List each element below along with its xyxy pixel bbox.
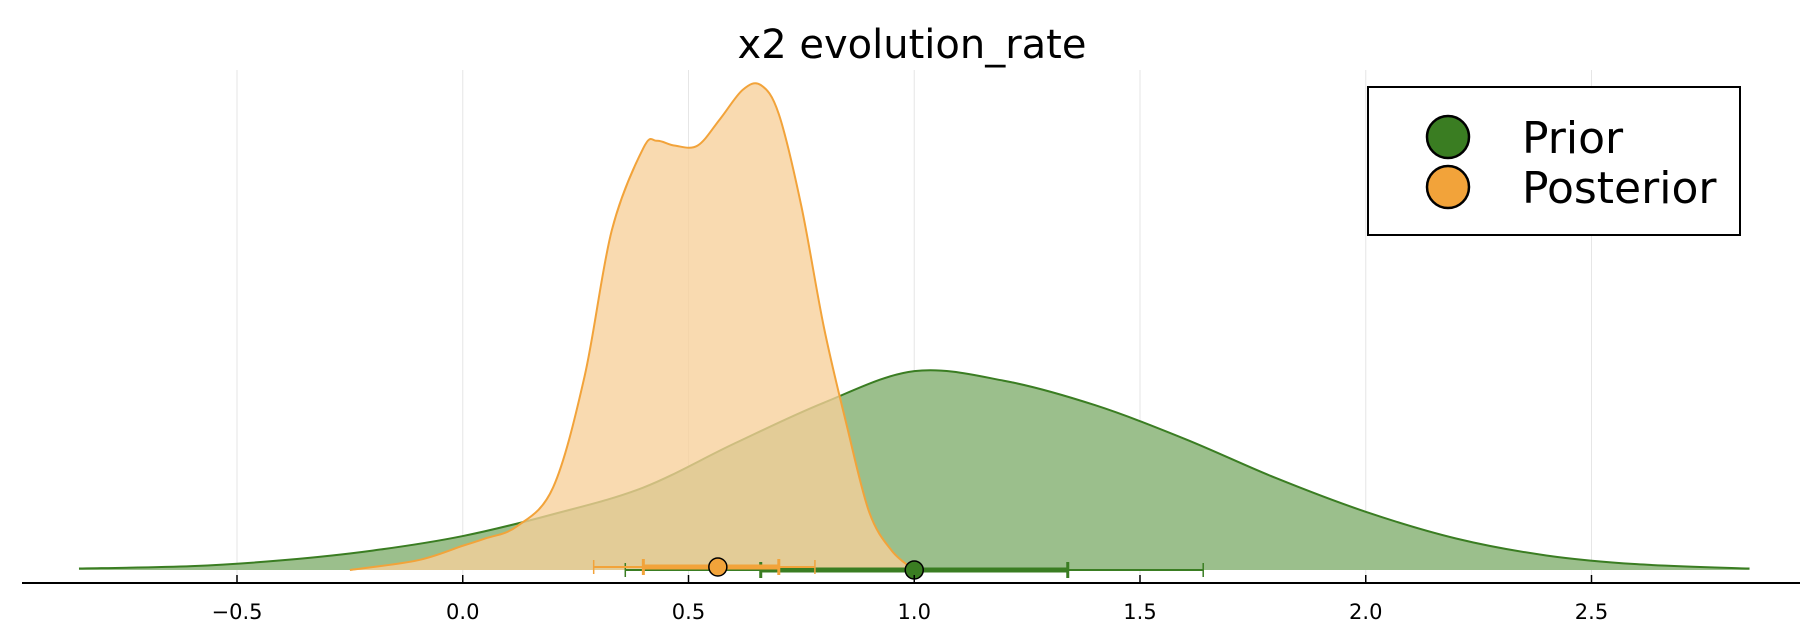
- legend-box: [1367, 86, 1741, 236]
- prior-density-line: [78, 369, 1750, 570]
- x-tick-label-2: 0.5: [672, 600, 705, 624]
- posterior-density-area: [349, 83, 915, 570]
- legend: Prior Posterior: [1367, 86, 1741, 236]
- x-tick-label-1: 0.0: [446, 600, 479, 624]
- x-axis-ticks: −0.5 0.0 0.5 1.0 1.5 2.0 2.5: [212, 575, 1608, 624]
- legend-label-prior: Prior: [1522, 113, 1624, 164]
- x-tick-label-5: 2.0: [1349, 600, 1382, 624]
- x-tick-label-3: 1.0: [898, 600, 931, 624]
- prior-density-area: [78, 370, 1750, 570]
- density-areas: [78, 82, 1750, 571]
- x-tick-label-6: 2.5: [1575, 600, 1608, 624]
- legend-label-posterior: Posterior: [1522, 163, 1717, 214]
- legend-marker-prior: [1425, 114, 1471, 160]
- posterior-point-estimate: [708, 557, 728, 577]
- posterior-density-line: [349, 82, 915, 571]
- x-tick-label-4: 1.5: [1123, 600, 1156, 624]
- credible-intervals: [592, 557, 1204, 580]
- legend-marker-posterior: [1425, 164, 1471, 210]
- x-tick-label-0: −0.5: [212, 600, 263, 624]
- chart-title: x2 evolution_rate: [738, 22, 1087, 68]
